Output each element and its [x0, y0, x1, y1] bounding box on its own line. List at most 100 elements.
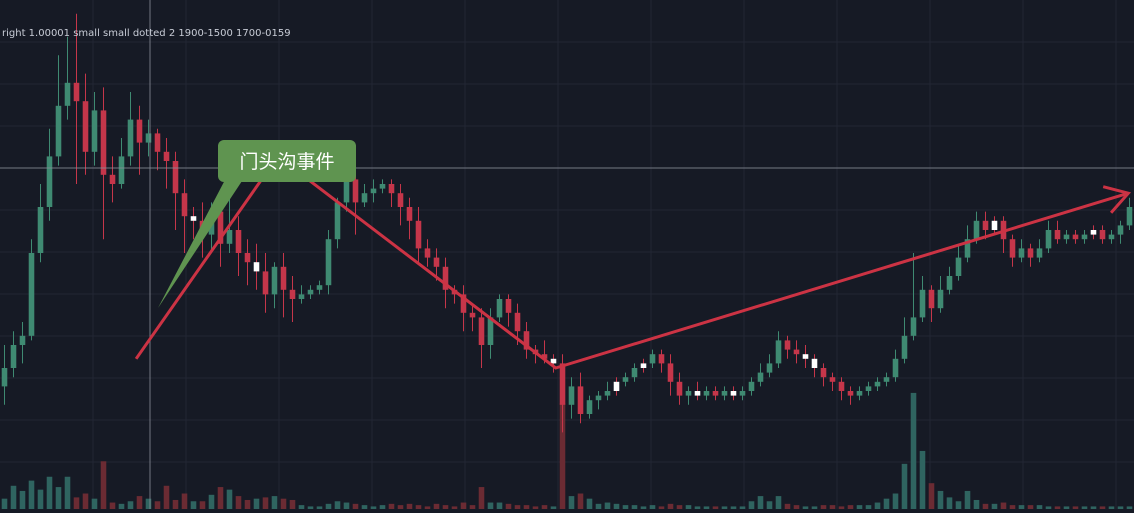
candle	[370, 179, 377, 203]
volume-bar	[1018, 505, 1025, 509]
legend-text: right 1.00001 small small dotted 2 1900-…	[2, 28, 291, 39]
candle	[271, 262, 278, 309]
candle	[748, 377, 755, 396]
volume-bar	[874, 502, 881, 509]
candle	[280, 253, 287, 318]
volume-bar	[784, 503, 791, 509]
candle	[550, 354, 557, 373]
volume-bar	[343, 502, 350, 509]
volume-bar	[928, 483, 935, 509]
candle-body	[757, 372, 764, 382]
volume-bar	[1099, 506, 1106, 509]
volume-bar	[757, 496, 764, 509]
candle-body	[694, 391, 701, 396]
candle-body	[991, 220, 998, 230]
candle-body	[667, 363, 674, 382]
volume-bar	[397, 505, 404, 509]
volume-bar	[1054, 506, 1061, 509]
volume-bar	[820, 505, 827, 509]
candle-body	[1081, 234, 1088, 240]
candle	[379, 179, 386, 194]
event-callout[interactable]: 门头沟事件	[158, 140, 356, 308]
volume-bar	[838, 506, 845, 509]
candle	[946, 266, 953, 295]
candle	[622, 372, 629, 387]
volume-bar	[181, 493, 188, 509]
trend-line[interactable]	[134, 154, 1129, 370]
candle-body	[109, 174, 116, 184]
candles	[1, 13, 1133, 433]
candle-body	[379, 184, 386, 189]
candle-body	[55, 105, 62, 157]
trend-annotation[interactable]	[134, 154, 1132, 370]
volume-bar	[550, 506, 557, 509]
candle	[730, 386, 737, 401]
candle	[928, 285, 935, 322]
volume-bar	[109, 502, 116, 509]
volume-bar	[361, 505, 368, 509]
candle	[847, 386, 854, 405]
candle-body	[1072, 234, 1079, 240]
candle-body	[559, 363, 566, 405]
candle-body	[352, 179, 359, 203]
candle	[298, 285, 305, 304]
candle-body	[883, 377, 890, 382]
candle-body	[334, 202, 341, 240]
candle	[1009, 234, 1016, 267]
volume-bar	[1045, 506, 1052, 509]
volume-bar	[316, 506, 323, 509]
candle	[784, 335, 791, 359]
candle	[811, 354, 818, 378]
candle-body	[901, 335, 908, 359]
candle-body	[910, 317, 917, 336]
candle-body	[487, 317, 494, 345]
candle	[640, 358, 647, 373]
candle	[424, 239, 431, 267]
volume-bar	[298, 505, 305, 509]
volume-bar	[676, 505, 683, 509]
candle-body	[415, 220, 422, 249]
candle-body	[280, 266, 287, 290]
volume-bar	[514, 505, 521, 509]
candle	[73, 13, 80, 184]
volume-bar	[604, 502, 611, 509]
candle-body	[217, 211, 224, 244]
candle	[874, 377, 881, 391]
candle	[523, 322, 530, 359]
volume-bar	[1081, 506, 1088, 509]
candle	[388, 179, 395, 207]
candle-body	[739, 391, 746, 396]
volume-bar	[919, 450, 926, 509]
volume-bar	[649, 505, 656, 509]
candle	[892, 349, 899, 382]
volume-bar	[775, 496, 782, 509]
candle-body	[730, 391, 737, 396]
candle-body	[586, 400, 593, 414]
volume-bar	[811, 506, 818, 509]
volume-bar	[532, 506, 539, 509]
volume-bar	[1027, 505, 1034, 509]
candle	[91, 92, 98, 166]
volume-bar	[946, 497, 953, 509]
candle-body	[370, 188, 377, 194]
volume-bar	[1, 498, 8, 509]
volume-bar	[613, 503, 620, 509]
candle-body	[631, 368, 638, 378]
candle-body	[1027, 248, 1034, 258]
candle-body	[784, 340, 791, 350]
candle-body	[298, 294, 305, 299]
candle-body	[343, 179, 350, 203]
volume-bar	[55, 487, 62, 509]
candle-body	[397, 193, 404, 207]
candle	[1126, 197, 1133, 230]
candle-body	[406, 207, 413, 221]
volume-bar	[685, 505, 692, 509]
candle	[793, 340, 800, 364]
candle	[829, 372, 836, 391]
candle	[46, 128, 53, 221]
volume-bar	[37, 489, 44, 509]
volume-bar	[190, 501, 197, 509]
volume-bar	[379, 505, 386, 509]
